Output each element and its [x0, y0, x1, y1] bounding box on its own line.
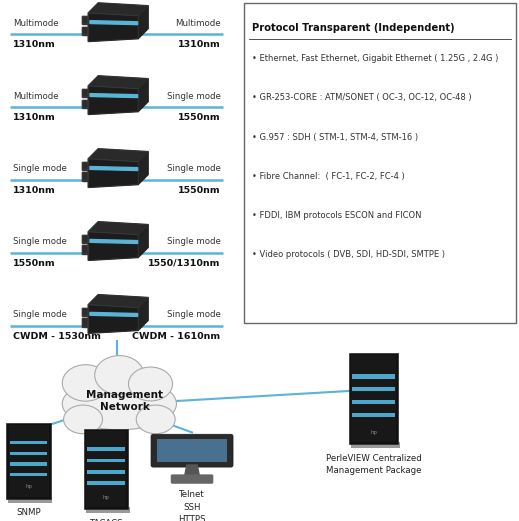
Text: TACACS
RADIUS
LDAP
Kerberos
NIS: TACACS RADIUS LDAP Kerberos NIS [87, 518, 126, 521]
Polygon shape [90, 240, 138, 243]
Polygon shape [82, 89, 88, 97]
Text: 1550/1310nm: 1550/1310nm [148, 259, 221, 268]
FancyBboxPatch shape [352, 413, 395, 417]
Polygon shape [88, 295, 148, 307]
Polygon shape [88, 232, 138, 260]
Polygon shape [138, 225, 148, 257]
Text: PerleVIEW Centralized
Management Package: PerleVIEW Centralized Management Package [326, 453, 421, 475]
Polygon shape [88, 76, 148, 89]
FancyBboxPatch shape [352, 400, 395, 404]
FancyBboxPatch shape [352, 387, 395, 391]
Ellipse shape [94, 355, 144, 395]
Polygon shape [90, 21, 138, 24]
FancyBboxPatch shape [349, 353, 399, 444]
Polygon shape [90, 313, 138, 316]
Text: Single mode: Single mode [167, 238, 221, 246]
FancyBboxPatch shape [8, 425, 49, 497]
Text: • G.957 : SDH ( STM-1, STM-4, STM-16 ): • G.957 : SDH ( STM-1, STM-4, STM-16 ) [252, 132, 418, 142]
Text: Single mode: Single mode [167, 92, 221, 101]
FancyBboxPatch shape [351, 442, 400, 448]
Polygon shape [138, 6, 148, 39]
FancyBboxPatch shape [87, 481, 126, 485]
Text: CWDM - 1610nm: CWDM - 1610nm [132, 332, 221, 341]
Polygon shape [82, 162, 88, 170]
Text: • Video protocols ( DVB, SDI, HD-SDI, SMTPE ): • Video protocols ( DVB, SDI, HD-SDI, SM… [252, 250, 445, 259]
Text: hp: hp [370, 430, 377, 435]
Text: Protocol Transparent (Independent): Protocol Transparent (Independent) [252, 22, 454, 33]
FancyBboxPatch shape [9, 473, 48, 476]
Ellipse shape [129, 367, 172, 401]
Ellipse shape [62, 378, 176, 430]
Polygon shape [88, 3, 148, 16]
Polygon shape [88, 13, 138, 42]
FancyBboxPatch shape [84, 428, 128, 510]
FancyBboxPatch shape [87, 459, 126, 463]
Polygon shape [82, 245, 88, 254]
Polygon shape [184, 465, 200, 478]
FancyBboxPatch shape [87, 448, 126, 451]
Polygon shape [88, 222, 148, 234]
Polygon shape [82, 172, 88, 181]
Text: hp: hp [25, 485, 32, 490]
Polygon shape [138, 152, 148, 184]
Text: 1310nm: 1310nm [178, 40, 221, 49]
FancyBboxPatch shape [9, 441, 48, 444]
Text: 1310nm: 1310nm [13, 40, 56, 49]
Polygon shape [88, 149, 148, 162]
Text: 1550nm: 1550nm [178, 186, 221, 195]
Text: 1310nm: 1310nm [13, 113, 56, 122]
Ellipse shape [64, 405, 102, 433]
Ellipse shape [62, 365, 109, 401]
FancyBboxPatch shape [9, 462, 48, 466]
Text: Multimode: Multimode [13, 19, 59, 28]
Polygon shape [90, 167, 138, 170]
Polygon shape [138, 79, 148, 111]
Text: • GR-253-CORE : ATM/SONET ( OC-3, OC-12, OC-48 ): • GR-253-CORE : ATM/SONET ( OC-3, OC-12,… [252, 93, 471, 103]
FancyBboxPatch shape [244, 3, 516, 323]
Polygon shape [88, 159, 138, 188]
Polygon shape [88, 86, 138, 115]
Polygon shape [82, 318, 88, 327]
Text: Telnet
SSH
HTTPS
Internet Browser: Telnet SSH HTTPS Internet Browser [156, 490, 228, 521]
Polygon shape [82, 308, 88, 316]
Text: • Fibre Channel:  ( FC-1, FC-2, FC-4 ): • Fibre Channel: ( FC-1, FC-2, FC-4 ) [252, 171, 404, 181]
Text: Management
Network: Management Network [86, 390, 163, 412]
Text: • FDDI, IBM protocols ESCON and FICON: • FDDI, IBM protocols ESCON and FICON [252, 210, 421, 220]
FancyBboxPatch shape [171, 474, 213, 483]
Text: Multimode: Multimode [175, 19, 221, 28]
Polygon shape [88, 305, 138, 333]
Text: Single mode: Single mode [13, 238, 67, 246]
Text: SNMP
Syslog
SMTP
SNTP: SNMP Syslog SMTP SNTP [15, 508, 43, 521]
FancyBboxPatch shape [352, 375, 395, 378]
FancyBboxPatch shape [151, 435, 233, 467]
FancyBboxPatch shape [86, 430, 127, 507]
Polygon shape [82, 16, 88, 24]
Text: 1550nm: 1550nm [178, 113, 221, 122]
FancyBboxPatch shape [6, 423, 51, 499]
Text: hp: hp [103, 495, 110, 500]
Text: 1550nm: 1550nm [13, 259, 56, 268]
Text: Single mode: Single mode [167, 165, 221, 173]
Text: 1310nm: 1310nm [13, 186, 56, 195]
FancyBboxPatch shape [351, 355, 397, 442]
Text: • Ethernet, Fast Ethernet, Gigabit Ethernet ( 1.25G , 2.4G ): • Ethernet, Fast Ethernet, Gigabit Ether… [252, 54, 498, 64]
Text: Single mode: Single mode [13, 165, 67, 173]
FancyBboxPatch shape [157, 439, 227, 462]
FancyBboxPatch shape [86, 507, 130, 514]
Polygon shape [90, 94, 138, 97]
FancyBboxPatch shape [87, 470, 126, 474]
Polygon shape [82, 27, 88, 35]
Polygon shape [82, 235, 88, 243]
Text: Single mode: Single mode [167, 311, 221, 319]
Text: CWDM - 1530nm: CWDM - 1530nm [13, 332, 101, 341]
Text: Multimode: Multimode [13, 92, 59, 101]
Text: Single mode: Single mode [13, 311, 67, 319]
FancyBboxPatch shape [9, 452, 48, 455]
Polygon shape [82, 100, 88, 108]
Ellipse shape [136, 405, 175, 433]
FancyBboxPatch shape [8, 497, 52, 503]
Polygon shape [138, 297, 148, 330]
